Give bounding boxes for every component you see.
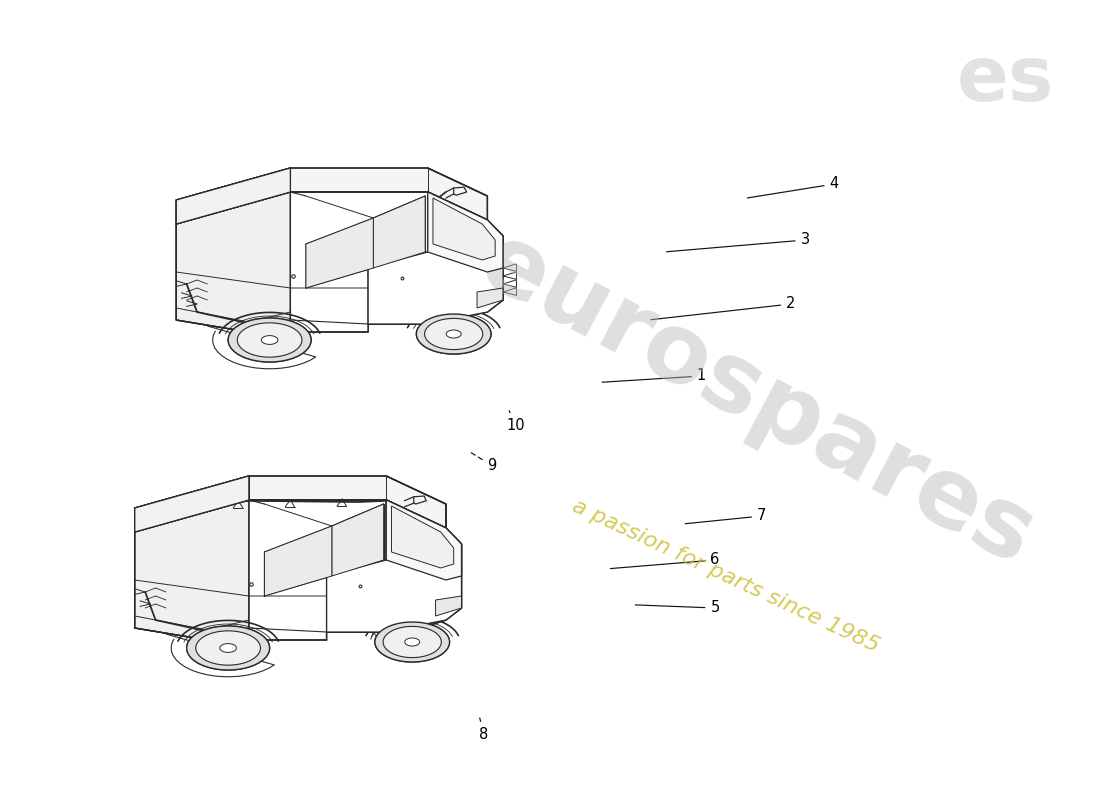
Text: 1: 1 [602,369,706,383]
Text: 6: 6 [610,553,719,569]
Polygon shape [220,644,236,652]
Polygon shape [386,500,462,580]
Text: 10: 10 [506,410,525,433]
Polygon shape [433,198,495,260]
Polygon shape [262,336,278,344]
Polygon shape [405,638,420,646]
Text: a passion for parts since 1985: a passion for parts since 1985 [569,496,882,656]
Polygon shape [238,323,302,357]
Polygon shape [228,318,311,362]
Polygon shape [176,168,290,224]
Polygon shape [135,476,249,532]
Polygon shape [477,288,503,308]
Polygon shape [176,168,487,224]
Polygon shape [135,476,446,532]
Polygon shape [187,626,270,670]
Polygon shape [436,596,462,616]
Text: 4: 4 [747,177,839,198]
Polygon shape [264,526,332,596]
Polygon shape [375,622,450,662]
Text: 2: 2 [651,297,795,320]
Text: eurospares: eurospares [464,214,1050,586]
Polygon shape [417,314,491,354]
Polygon shape [425,318,483,350]
Text: 8: 8 [480,718,488,742]
Polygon shape [332,504,384,576]
Polygon shape [196,631,261,665]
Polygon shape [368,192,503,324]
Polygon shape [373,196,426,268]
Text: es: es [957,43,1055,117]
Text: 9: 9 [471,453,496,473]
Polygon shape [392,506,453,568]
Polygon shape [306,218,373,288]
Polygon shape [327,500,462,632]
Text: 3: 3 [667,233,810,252]
Text: 7: 7 [685,509,767,524]
Polygon shape [176,192,290,332]
Text: 5: 5 [636,601,719,615]
Polygon shape [428,192,503,272]
Polygon shape [135,500,249,640]
Polygon shape [383,626,441,658]
Polygon shape [447,330,461,338]
